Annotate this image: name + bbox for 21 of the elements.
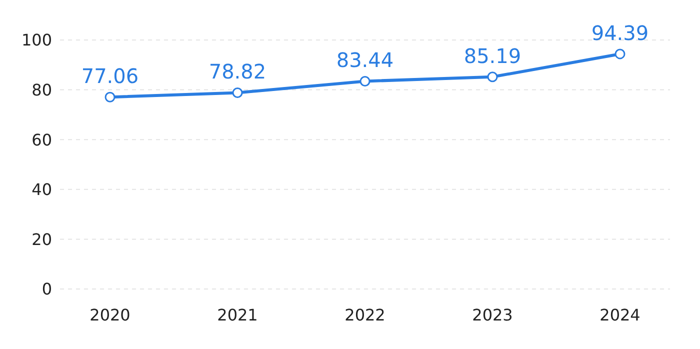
point [487,72,498,82]
y-tick-label: 0 [42,280,52,299]
x-tick-label: 2022 [344,305,386,324]
y-tick-label: 80 [32,80,52,100]
y-tick-label: 60 [32,130,52,150]
x-tick-label: 2020 [90,305,130,324]
x-tick-label: 2021 [217,305,258,324]
point [104,92,116,102]
data-label: 94.39 [591,20,649,45]
x-tick-label: 2024 [600,305,640,324]
data-label: 78.82 [208,60,266,84]
data-label: 85.19 [464,44,522,68]
point [614,48,626,60]
point [360,76,370,86]
data-label: 77.06 [81,64,139,88]
point [232,87,243,98]
data-label: 83.44 [336,48,394,72]
y-tick-label: 100 [21,30,52,50]
y-tick-label: 20 [32,230,52,249]
x-tick-label: 2023 [472,305,513,324]
y-tick-label: 40 [32,180,52,200]
